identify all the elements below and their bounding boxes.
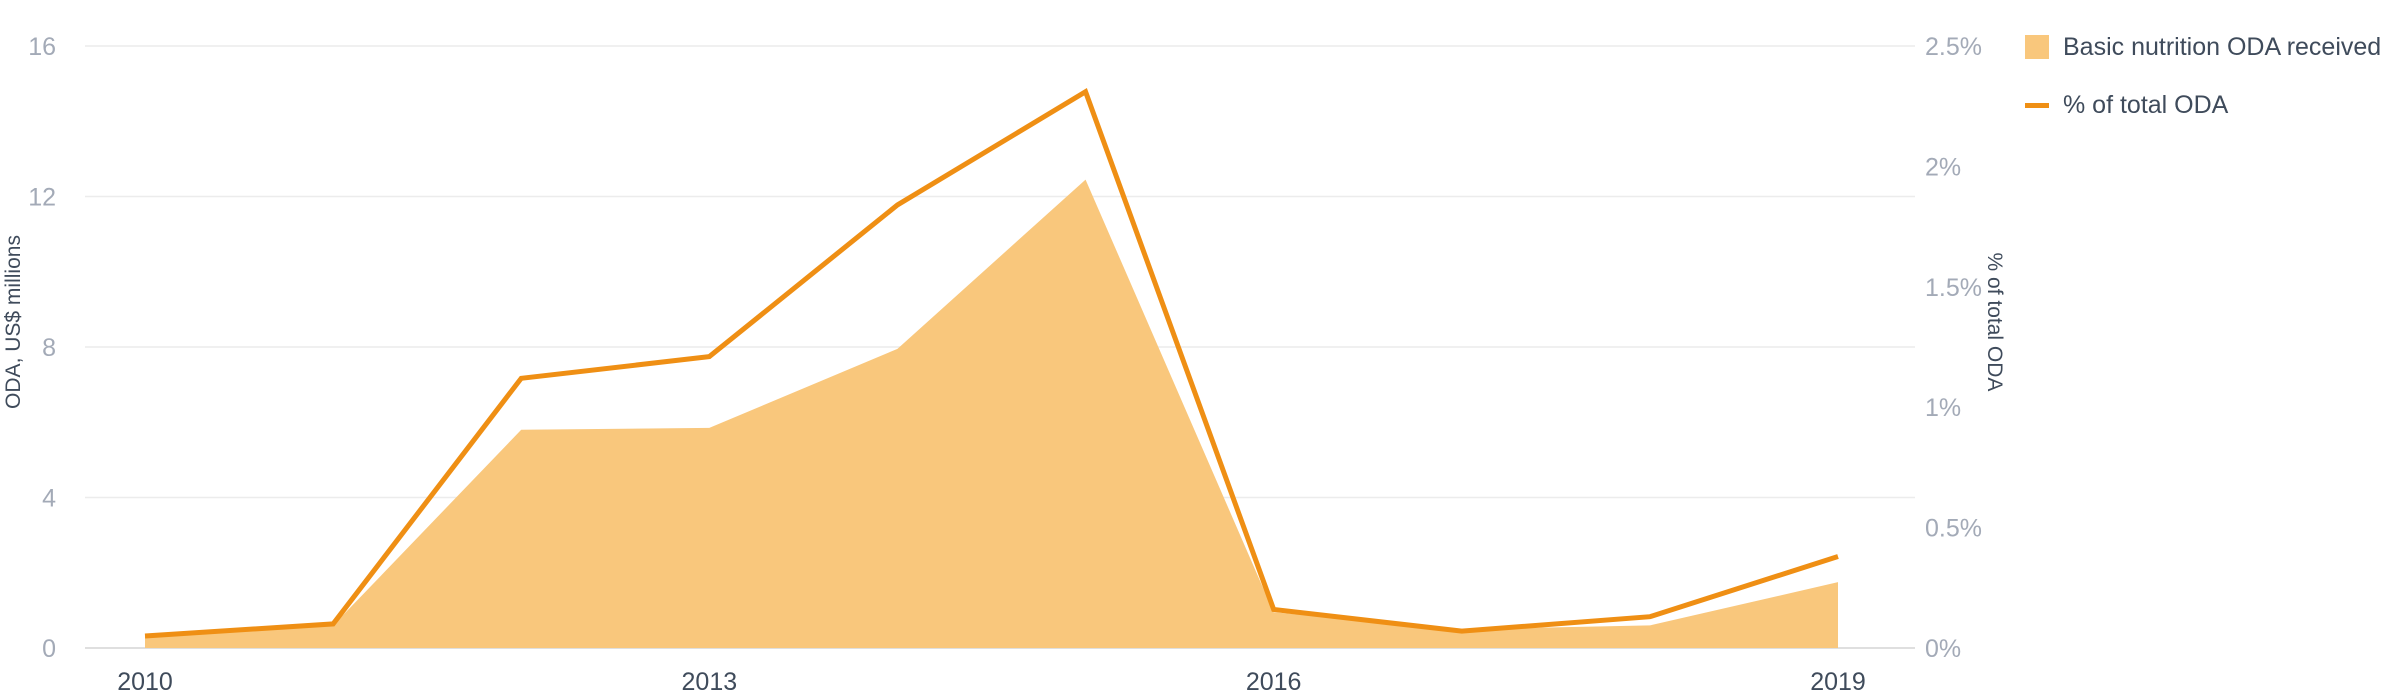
right-tick-label: 1% [1925, 394, 1961, 422]
right-tick-label: 0% [1925, 635, 1961, 663]
x-tick-label: 2019 [1810, 668, 1866, 696]
left-tick-label: 4 [42, 485, 56, 513]
x-tick-label: 2013 [682, 668, 738, 696]
x-axis-ticks: 2010 2013 2016 2019 [117, 668, 1866, 696]
legend-item-line[interactable]: % of total ODA [2025, 76, 2381, 134]
x-tick-label: 2010 [117, 668, 173, 696]
area-series-fill [145, 179, 1838, 648]
line-series [144, 88, 1839, 639]
right-axis-ticks: 0% 0.5% 1% 1.5% 2% 2.5% [1925, 33, 1982, 663]
area-series [145, 179, 1838, 648]
legend-line-label: % of total ODA [2063, 90, 2229, 119]
left-tick-label: 8 [42, 334, 56, 362]
x-tick-label: 2016 [1246, 668, 1302, 696]
legend-area-swatch [2025, 35, 2049, 59]
right-axis-title: % of total ODA [1983, 253, 2006, 392]
left-axis-ticks: 0 4 8 12 16 [28, 33, 56, 663]
right-tick-label: 2% [1925, 153, 1961, 181]
left-axis-title: ODA, US$ millions [2, 235, 25, 409]
right-tick-label: 0.5% [1925, 515, 1982, 543]
right-tick-label: 2.5% [1925, 33, 1982, 61]
legend-line-swatch [2025, 102, 2049, 108]
legend-item-area[interactable]: Basic nutrition ODA received [2025, 18, 2381, 76]
line-series-path [144, 88, 1839, 639]
right-tick-label: 1.5% [1925, 274, 1982, 302]
legend-area-label: Basic nutrition ODA received [2063, 32, 2382, 61]
legend: Basic nutrition ODA received % of total … [2025, 18, 2381, 134]
left-tick-label: 16 [28, 33, 56, 61]
left-tick-label: 0 [42, 635, 56, 663]
left-tick-label: 12 [28, 184, 56, 212]
